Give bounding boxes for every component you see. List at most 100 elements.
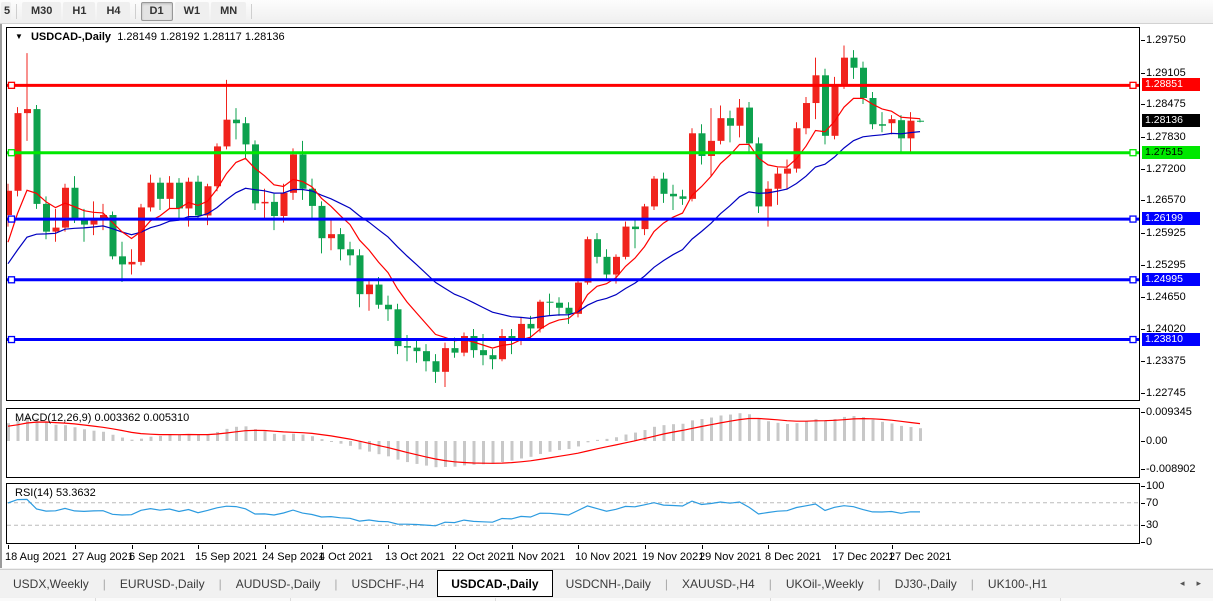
candle-body <box>366 284 373 295</box>
tab-uk100-h1[interactable]: UK100-,H1 <box>987 576 1048 591</box>
macd-histogram-bar <box>824 420 827 441</box>
macd-histogram-bar <box>225 428 229 441</box>
timeframe-button-w1[interactable]: W1 <box>174 2 210 21</box>
candle-body <box>90 218 98 225</box>
price-axis-tick <box>1141 200 1145 201</box>
timeframe-button-partial[interactable]: 5 <box>1 2 11 21</box>
macd-plot[interactable] <box>7 409 1139 477</box>
candle-body <box>242 123 250 145</box>
timeframe-button-h1[interactable]: H1 <box>63 2 96 21</box>
price-axis-tick <box>1141 40 1145 41</box>
tab-usdx-weekly[interactable]: USDX,Weekly <box>13 576 89 591</box>
tab-separator: | <box>768 576 772 591</box>
line-anchor-marker[interactable] <box>1129 276 1137 284</box>
candle-body <box>831 85 839 136</box>
tab-eurusd-daily[interactable]: EURUSD-,Daily <box>119 576 205 591</box>
candle-body <box>689 133 696 199</box>
tab-usdchf-h4[interactable]: USDCHF-,H4 <box>351 576 425 591</box>
level-price-tag: 1.24995 <box>1142 273 1200 286</box>
level-price-tag: 1.23810 <box>1142 333 1200 346</box>
tab-separator: | <box>664 576 669 591</box>
timeframe-button-m30[interactable]: M30 <box>22 2 62 21</box>
tab-scroll-controls: ◂ ▸ <box>1180 570 1213 597</box>
macd-histogram-bar <box>83 429 86 441</box>
tab-xauusd-h4[interactable]: XAUUSD-,H4 <box>682 576 755 591</box>
candle-body <box>157 182 164 199</box>
macd-panel[interactable]: MACD(12,26,9) 0.003362 0.005310 <box>6 408 1140 478</box>
price-axis-label: 1.23375 <box>1146 355 1186 367</box>
rsi-panel[interactable]: RSI(14) 53.3632 <box>6 483 1140 544</box>
date-axis-tick <box>198 545 199 549</box>
macd-histogram-bar <box>168 434 172 441</box>
moving-average-slow-line <box>7 131 921 320</box>
candle-body <box>356 255 364 295</box>
date-axis-label: 24 Sep 2021 <box>262 551 325 563</box>
line-anchor-marker[interactable] <box>1129 335 1137 344</box>
date-axis-label: 29 Nov 2021 <box>699 551 762 563</box>
candle-body <box>423 351 430 362</box>
current-price-tag: 1.28136 <box>1142 114 1200 127</box>
tab-scroll-left-icon[interactable]: ◂ <box>1179 578 1185 588</box>
chart-window[interactable]: ▼ USDCAD-,Daily 1.28149 1.28192 1.28117 … <box>0 24 1213 568</box>
macd-histogram-bar <box>54 424 58 441</box>
chevron-down-icon[interactable]: ▼ <box>15 32 23 41</box>
macd-histogram-bar <box>64 425 67 441</box>
candle-body <box>470 336 478 351</box>
main-chart-panel[interactable]: ▼ USDCAD-,Daily 1.28149 1.28192 1.28117 … <box>6 27 1140 401</box>
macd-histogram-bar <box>605 438 609 441</box>
candlestick-plot[interactable] <box>7 28 1139 400</box>
timeframe-button-h4[interactable]: H4 <box>97 2 130 21</box>
line-anchor-marker[interactable] <box>7 335 16 344</box>
tab-usdcad-daily[interactable]: USDCAD-,Daily <box>437 570 553 597</box>
tab-usdcnh-daily[interactable]: USDCNH-,Daily <box>565 576 651 591</box>
macd-histogram-bar <box>919 428 922 441</box>
tab-ukoil-weekly[interactable]: UKOil-,Weekly <box>785 576 864 591</box>
rsi-line <box>7 498 921 527</box>
candle-body <box>337 234 345 250</box>
toolbar-separator <box>134 4 136 19</box>
macd-histogram-bar <box>121 437 124 441</box>
timeframe-buttons: M30 H1 H4 D1 W1 MN <box>21 2 256 21</box>
statusbar-section-divider <box>290 598 291 601</box>
line-anchor-marker[interactable] <box>7 276 16 284</box>
rsi-axis-label: 70 <box>1146 497 1159 509</box>
line-anchor-marker[interactable] <box>1129 215 1137 223</box>
line-anchor-marker[interactable] <box>7 81 16 89</box>
candle-body <box>736 107 744 126</box>
price-axis-label: 1.27830 <box>1146 131 1186 143</box>
line-anchor-marker[interactable] <box>1129 81 1137 89</box>
chart-symbol-label: USDCAD-,Daily <box>30 31 112 43</box>
date-axis-tick <box>835 545 836 549</box>
macd-histogram-bar <box>453 441 457 467</box>
date-axis-tick <box>322 545 323 549</box>
tab-dj30-daily[interactable]: DJ30-,Daily <box>894 576 957 591</box>
timeframe-button-mn[interactable]: MN <box>211 2 247 21</box>
macd-histogram-bar <box>301 434 305 441</box>
date-axis-tick <box>578 545 579 549</box>
candle-body <box>755 143 763 207</box>
candle-body <box>461 336 468 353</box>
candle-body <box>869 97 877 125</box>
candle-body <box>385 304 392 310</box>
macd-histogram-bar <box>577 441 580 447</box>
tab-scroll-right-icon[interactable]: ▸ <box>1196 578 1201 588</box>
date-axis-tick <box>75 545 76 549</box>
tab-audusd-daily[interactable]: AUDUSD-,Daily <box>235 576 321 591</box>
line-anchor-marker[interactable] <box>1129 149 1137 157</box>
rsi-plot[interactable] <box>7 484 1139 543</box>
line-anchor-marker[interactable] <box>7 215 16 223</box>
date-axis-label: 10 Nov 2021 <box>575 551 638 563</box>
candle-body <box>347 249 354 256</box>
candle-body <box>565 307 573 314</box>
date-axis-label: 27 Aug 2021 <box>72 551 134 563</box>
macd-histogram-bar <box>691 420 694 441</box>
candle-body <box>233 119 240 124</box>
line-anchor-marker[interactable] <box>7 149 16 157</box>
candle-body <box>841 57 848 86</box>
rsi-axis-tick <box>1141 503 1145 504</box>
candle-body <box>62 187 69 228</box>
candle-body <box>917 120 924 122</box>
candle-body <box>166 182 174 199</box>
candle-body <box>803 103 810 129</box>
timeframe-button-d1[interactable]: D1 <box>140 2 173 21</box>
